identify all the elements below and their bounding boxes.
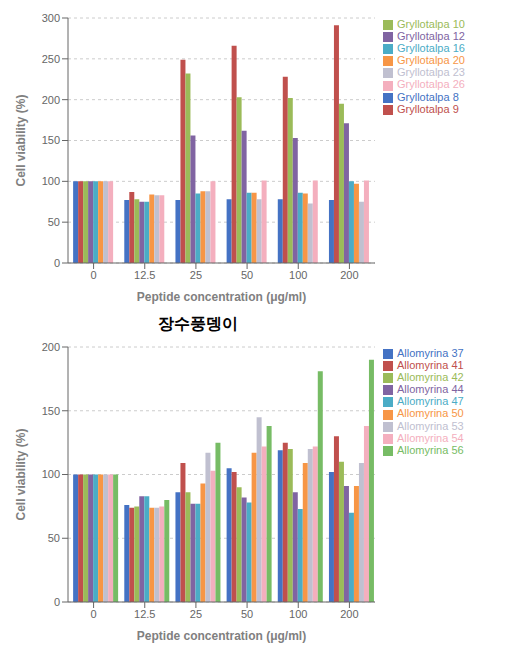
svg-text:100: 100	[42, 468, 60, 480]
html-text:Gryllotalpa 16: Gryllotalpa 16	[397, 42, 465, 55]
svg-text:0: 0	[91, 608, 97, 620]
svg-text:50: 50	[241, 608, 253, 620]
svg-text:50: 50	[48, 532, 60, 544]
svg-text:100: 100	[42, 175, 60, 187]
svg-text:Peptide concentration (μg/ml): Peptide concentration (μg/ml)	[137, 290, 306, 304]
svg-text:150: 150	[42, 134, 60, 146]
html-text:Allomyrina 42: Allomyrina 42	[397, 371, 464, 384]
html-text:Allomyrina 44: Allomyrina 44	[397, 383, 464, 396]
svg-text:100: 100	[289, 269, 307, 281]
svg-text:12.5: 12.5	[134, 269, 155, 281]
html-text:Gryllotalpa 12: Gryllotalpa 12	[397, 30, 465, 43]
svg-text:Cell viability (%): Cell viability (%)	[14, 94, 28, 186]
svg-text:25: 25	[190, 269, 202, 281]
svg-text:25: 25	[190, 608, 202, 620]
html-text:Gryllotalpa 8: Gryllotalpa 8	[397, 90, 459, 103]
svg-text:200: 200	[340, 608, 358, 620]
html-text:Gryllotalpa 23: Gryllotalpa 23	[397, 66, 465, 79]
svg-text:0: 0	[54, 257, 60, 269]
svg-text:0: 0	[91, 269, 97, 281]
svg-text:250: 250	[42, 53, 60, 65]
html-text:Allomyrina 53: Allomyrina 53	[397, 419, 464, 432]
html-text:Allomyrina 47: Allomyrina 47	[397, 395, 464, 408]
html-text:Allomyrina 37: Allomyrina 37	[397, 347, 464, 359]
html-text:Allomyrina 50: Allomyrina 50	[397, 407, 464, 420]
svg-text:0: 0	[54, 596, 60, 608]
html-text:장수풍뎅이: 장수풍뎅이	[158, 315, 238, 332]
svg-text:50: 50	[241, 269, 253, 281]
svg-text:200: 200	[42, 94, 60, 106]
svg-text:50: 50	[48, 216, 60, 228]
html-text:Gryllotalpa 10: Gryllotalpa 10	[397, 18, 465, 30]
html-text:Gryllotalpa 20: Gryllotalpa 20	[397, 54, 465, 67]
svg-text:150: 150	[42, 405, 60, 417]
svg-text:12.5: 12.5	[134, 608, 155, 620]
svg-text:200: 200	[42, 341, 60, 353]
html-text:Allomyrina 54: Allomyrina 54	[397, 431, 464, 444]
html-text:Allomyrina 41: Allomyrina 41	[397, 359, 464, 372]
svg-text:Peptide concentration (μg/ml): Peptide concentration (μg/ml)	[137, 629, 306, 643]
html-text:Gryllotalpa 9: Gryllotalpa 9	[397, 102, 459, 115]
svg-text:300: 300	[42, 12, 60, 24]
html-text:Allomyrina 56: Allomyrina 56	[397, 443, 464, 456]
svg-text:100: 100	[289, 608, 307, 620]
html-text:Gryllotalpa 26: Gryllotalpa 26	[397, 78, 465, 91]
svg-text:200: 200	[340, 269, 358, 281]
svg-text:Cell viability (%): Cell viability (%)	[14, 428, 28, 520]
